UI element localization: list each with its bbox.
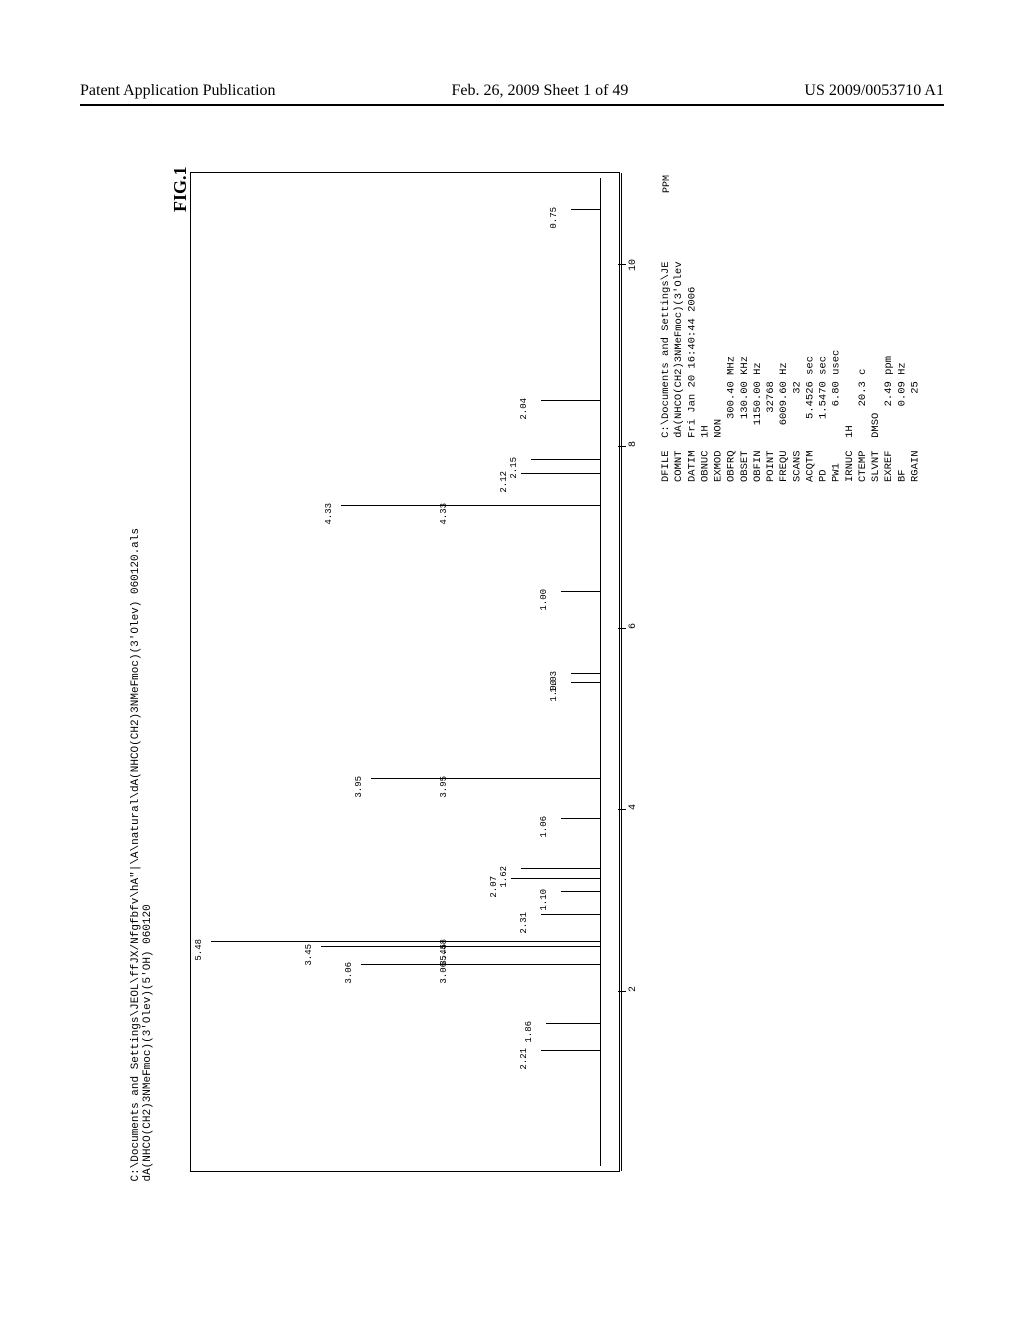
integral-value: 1.10 [539, 889, 549, 911]
nmr-peak [341, 505, 601, 507]
axis-tick: 6 [618, 628, 626, 629]
nmr-peak [546, 1023, 601, 1025]
integral-value: 0.75 [549, 207, 559, 229]
header-right: US 2009/0053710 A1 [804, 82, 944, 100]
nmr-peak [571, 209, 601, 211]
integral-value: 2.21 [519, 1048, 529, 1070]
integral-value: 1.00 [549, 680, 559, 702]
figure-container: FIG.1 C:\Documents and Settings\JEOL\ffJ… [140, 162, 890, 1192]
nmr-parameters: DFILE C:\Documents and Settings\JE COMNT… [660, 182, 923, 482]
integral-value: 2.15 [509, 457, 519, 479]
nmr-peak [561, 818, 601, 820]
nmr-peak [521, 868, 601, 870]
nmr-peak [571, 682, 601, 684]
header-left: Patent Application Publication [80, 82, 276, 100]
axis-tick: 8 [618, 446, 626, 447]
nmr-peak [521, 473, 601, 475]
peak-height-label: 5.48 [194, 939, 204, 961]
axis-tick: 2 [618, 991, 626, 992]
nmr-peak [571, 673, 601, 675]
integral-value: 1.86 [524, 1021, 534, 1043]
peak-height-label: 3.45 [304, 944, 314, 966]
header-center: Feb. 26, 2009 Sheet 1 of 49 [452, 82, 629, 100]
integral-value: 1.00 [539, 589, 549, 611]
axis-tick: 10 [618, 264, 626, 265]
integral-value: 2.12 [499, 471, 509, 493]
integral-value: 1.62 [499, 866, 509, 888]
spectrum-baseline [600, 178, 601, 1166]
integral-value: 2.04 [519, 398, 529, 420]
nmr-peak [511, 878, 601, 880]
peak-height-label: 3.95 [354, 776, 364, 798]
integral-value: 4.33 [439, 503, 449, 525]
integral-value: 2.31 [519, 912, 529, 934]
nmr-peak [541, 914, 601, 916]
peak-height-label: 4.33 [324, 503, 334, 525]
ppm-axis: PPM 246810 [621, 173, 647, 1171]
nmr-peak [371, 778, 601, 780]
figure-label: FIG.1 [170, 166, 191, 212]
nmr-peak [361, 964, 601, 966]
integral-value: 3.06 [439, 962, 449, 984]
nmr-peak [211, 941, 601, 943]
peak-height-label: 3.06 [344, 962, 354, 984]
integral-value: 2.07 [489, 876, 499, 898]
nmr-peak [321, 946, 601, 948]
integral-value: 3.95 [439, 776, 449, 798]
nmr-peak [561, 891, 601, 893]
nmr-peak [561, 591, 601, 593]
nmr-peak [541, 1050, 601, 1052]
nmr-spectrum: 0.752.042.152.124.334.331.001.031.003.95… [190, 172, 620, 1172]
nmr-peak [531, 459, 601, 461]
file-path: C:\Documents and Settings\JEOL\ffJX/Nfgf… [130, 528, 154, 1182]
page-header: Patent Application Publication Feb. 26, … [80, 82, 944, 106]
integral-value: 1.06 [539, 816, 549, 838]
axis-tick: 4 [618, 809, 626, 810]
nmr-peak [541, 400, 601, 402]
